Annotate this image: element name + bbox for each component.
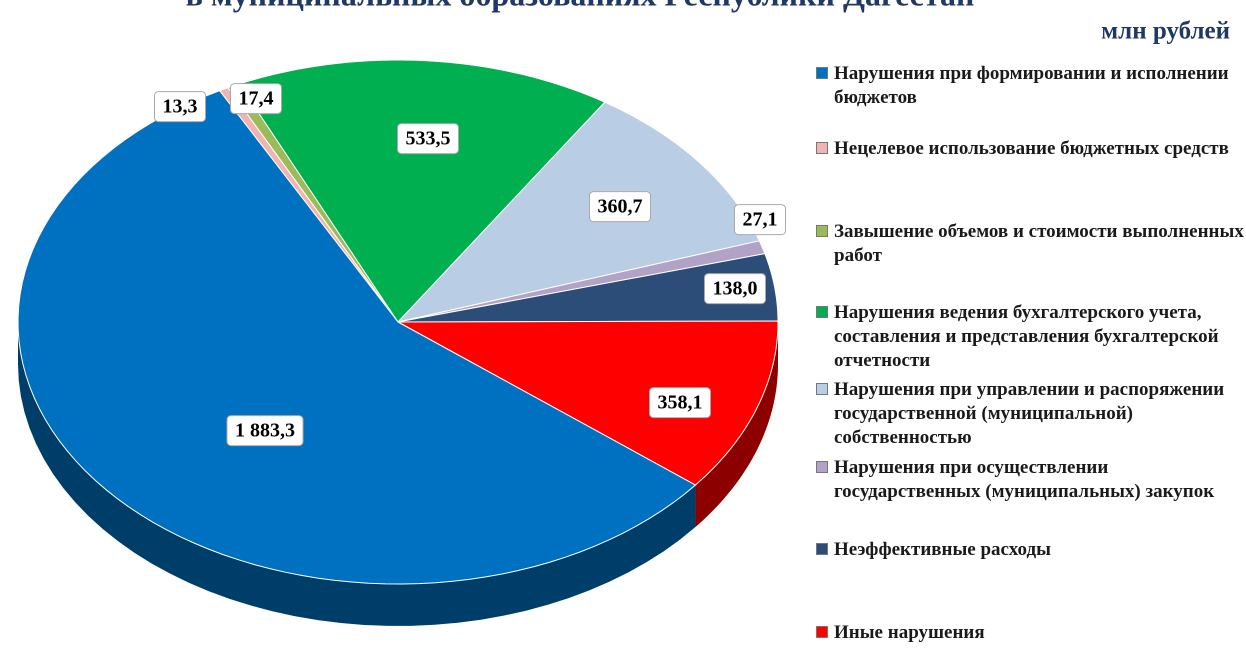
data-label-text: 138,0 — [713, 278, 758, 300]
data-label-box — [397, 123, 459, 155]
data-label: 360,7 — [589, 191, 651, 223]
data-label: 138,0 — [704, 273, 766, 305]
legend-label: Завышение объемов и стоимости выполненны… — [834, 221, 1244, 266]
legend-item: Неэффективные расходы — [812, 538, 1246, 562]
slice — [397, 253, 779, 323]
data-label: 13,3 — [154, 91, 206, 123]
legend-label: Нецелевое использование бюджетных средст… — [834, 138, 1229, 159]
legend-swatch — [816, 142, 828, 154]
legend-label: Нарушения ведения бухгалтерского учета, … — [834, 302, 1219, 371]
legend-item: Иные нарушения — [812, 621, 1246, 645]
data-label-box — [734, 204, 786, 236]
legend-label: Нарушения при осуществлении государствен… — [834, 457, 1215, 502]
chart-title: в муниципальных образованиях Республики … — [186, 0, 975, 12]
legend-swatch — [816, 461, 828, 473]
data-label-box — [649, 387, 711, 419]
legend-item: Нецелевое использование бюджетных средст… — [812, 137, 1246, 161]
data-label-box — [589, 191, 651, 223]
legend-label: Нарушения при управлении и распоряжении … — [834, 379, 1225, 448]
data-label-box — [154, 91, 206, 123]
legend-swatch — [816, 626, 828, 638]
data-label-text: 358,1 — [658, 392, 703, 414]
legend-swatch — [816, 67, 828, 79]
slice — [397, 320, 779, 486]
data-label: 27,1 — [734, 204, 786, 236]
data-label: 533,5 — [397, 123, 459, 155]
legend-item: Нарушения при управлении и распоряжении … — [812, 378, 1246, 450]
data-label-text: 17,4 — [239, 88, 274, 110]
legend-swatch — [816, 225, 828, 237]
legend-swatch — [816, 383, 828, 395]
unit-label: млн рублей — [1101, 18, 1230, 45]
data-label-text: 360,7 — [598, 196, 643, 218]
slice — [238, 59, 606, 323]
data-label-text: 1 883,3 — [235, 420, 295, 442]
legend-swatch — [816, 306, 828, 318]
data-label-box — [704, 273, 766, 305]
data-label-box — [230, 83, 282, 115]
data-label-text: 27,1 — [743, 209, 778, 231]
data-label: 17,4 — [230, 83, 282, 115]
legend-label: Неэффективные расходы — [834, 539, 1051, 560]
legend-item: Нарушения при формировании и исполнении … — [812, 62, 1246, 110]
legend-swatch — [816, 543, 828, 555]
data-label: 358,1 — [649, 387, 711, 419]
slice — [397, 240, 766, 323]
data-label-text: 13,3 — [163, 96, 198, 118]
legend-item: Нарушения при осуществлении государствен… — [812, 456, 1246, 504]
data-label-text: 533,5 — [406, 128, 451, 150]
legend-label: Иные нарушения — [834, 622, 985, 643]
slice-side — [18, 322, 696, 626]
data-label-box — [226, 415, 304, 447]
data-label: 1 883,3 — [226, 415, 304, 447]
legend-label: Нарушения при формировании и исполнении … — [834, 63, 1229, 108]
slice — [17, 90, 697, 585]
slice-side — [695, 322, 778, 528]
legend-item: Завышение объемов и стоимости выполненны… — [812, 220, 1246, 268]
legend-item: Нарушения ведения бухгалтерского учета, … — [812, 301, 1246, 373]
